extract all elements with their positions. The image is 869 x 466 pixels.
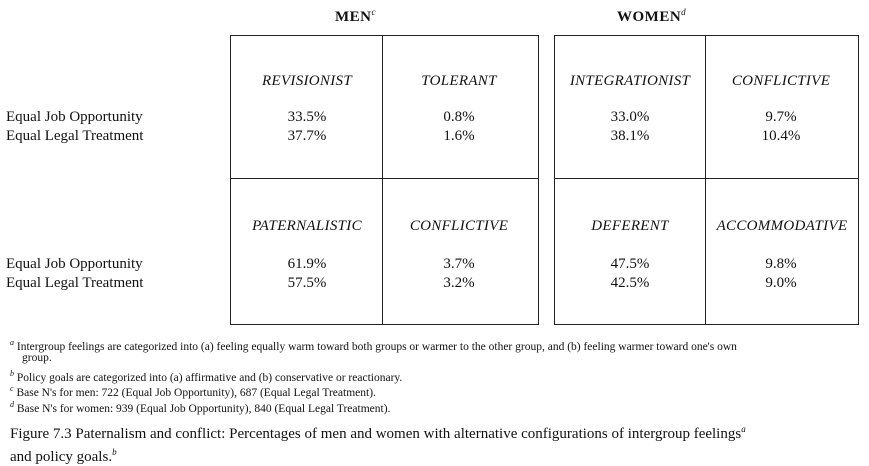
cell-values-tolerant: 0.8% 1.6% <box>384 108 534 146</box>
women-header: WOMENd <box>617 7 687 25</box>
men-grid-vertical-divider <box>382 35 383 325</box>
men-header: MENc <box>335 7 376 25</box>
figure-caption: Figure 7.3 Paternalism and conflict: Per… <box>10 420 866 466</box>
cell-value-job: 33.5% <box>287 109 327 125</box>
cell-value-job: 9.7% <box>765 109 797 125</box>
cell-category-conflictive-women: CONFLICTIVE <box>731 73 831 89</box>
women-grid-horizontal-divider <box>554 178 859 179</box>
cell-values-conflictive-men: 3.7% 3.2% <box>384 255 534 293</box>
cell-category-conflictive-men: CONFLICTIVE <box>409 218 509 234</box>
cell-value-legal: 9.0% <box>765 275 797 291</box>
women-grid-vertical-divider <box>705 35 706 325</box>
cell-values-integrationist: 33.0% 38.1% <box>555 108 705 146</box>
cell-values-paternalistic: 61.9% 57.5% <box>232 255 382 293</box>
row-labels-bottom: Equal Job Opportunity Equal Legal Treatm… <box>6 255 143 293</box>
cell-category-paternalistic: PATERNALISTIC <box>252 218 362 234</box>
cell-value-legal: 1.6% <box>443 128 475 144</box>
cell-value-legal: 57.5% <box>287 275 327 291</box>
cell-value-legal: 37.7% <box>287 128 327 144</box>
cell-category-deferent: DEFERENT <box>591 218 669 234</box>
footnote-c: c Base N's for men: 722 (Equal Job Oppor… <box>10 384 376 399</box>
footnote-a: a Intergroup feelings are categorized in… <box>10 338 737 353</box>
cell-value-job: 33.0% <box>610 109 650 125</box>
row-label-job: Equal Job Opportunity <box>6 256 143 272</box>
cell-value-job: 47.5% <box>610 256 650 272</box>
cell-category-revisionist: REVISIONIST <box>262 73 352 89</box>
row-label-legal: Equal Legal Treatment <box>6 275 144 291</box>
caption-line-2: and policy goals.b <box>10 447 117 465</box>
row-label-legal: Equal Legal Treatment <box>6 128 144 144</box>
cell-value-job: 0.8% <box>443 109 475 125</box>
footnote-a-continued: group. <box>22 352 52 364</box>
cell-values-accommodative: 9.8% 9.0% <box>706 255 856 293</box>
cell-value-job: 61.9% <box>287 256 327 272</box>
cell-category-accommodative: ACCOMMODATIVE <box>716 218 848 234</box>
cell-values-conflictive-women: 9.7% 10.4% <box>706 108 856 146</box>
cell-value-legal: 3.2% <box>443 275 475 291</box>
cell-value-legal: 10.4% <box>761 128 801 144</box>
men-grid-horizontal-divider <box>230 178 539 179</box>
cell-value-legal: 38.1% <box>610 128 650 144</box>
cell-values-deferent: 47.5% 42.5% <box>555 255 705 293</box>
cell-category-integrationist: INTEGRATIONIST <box>569 73 691 89</box>
footnote-b: b Policy goals are categorized into (a) … <box>10 369 403 384</box>
cell-value-job: 9.8% <box>765 256 797 272</box>
cell-category-tolerant: TOLERANT <box>421 73 497 89</box>
cell-value-legal: 42.5% <box>610 275 650 291</box>
row-label-job: Equal Job Opportunity <box>6 109 143 125</box>
women-grid <box>554 35 859 325</box>
footnote-d: d Base N's for women: 939 (Equal Job Opp… <box>10 400 391 415</box>
row-labels-top: Equal Job Opportunity Equal Legal Treatm… <box>6 108 143 146</box>
cell-value-job: 3.7% <box>443 256 475 272</box>
men-grid <box>230 35 539 325</box>
caption-line-1: Figure 7.3 Paternalism and conflict: Per… <box>10 424 746 442</box>
cell-values-revisionist: 33.5% 37.7% <box>232 108 382 146</box>
